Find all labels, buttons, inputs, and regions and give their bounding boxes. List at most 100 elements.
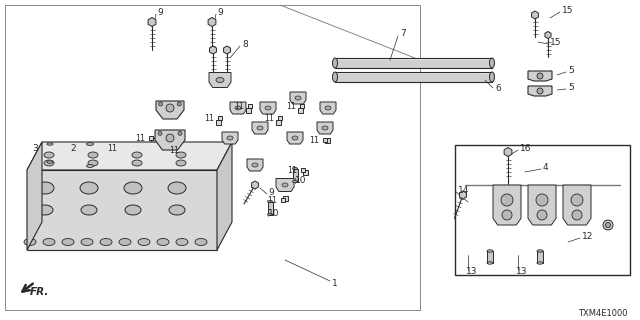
Ellipse shape (490, 58, 495, 68)
Text: 10: 10 (295, 175, 307, 185)
Text: 15: 15 (562, 5, 573, 14)
Bar (281, 198, 285, 202)
Text: 8: 8 (242, 39, 248, 49)
Polygon shape (528, 86, 552, 96)
Bar (487, 251, 493, 263)
Ellipse shape (268, 201, 273, 203)
Text: 5: 5 (568, 83, 573, 92)
Ellipse shape (124, 182, 142, 194)
Bar (148, 136, 153, 140)
Polygon shape (27, 142, 232, 170)
Bar (282, 196, 287, 201)
Ellipse shape (537, 262, 543, 264)
Circle shape (571, 194, 583, 206)
Bar (121, 146, 125, 150)
Bar (303, 170, 307, 174)
Bar (278, 116, 282, 120)
Ellipse shape (132, 152, 142, 158)
Polygon shape (504, 148, 512, 156)
Text: 9: 9 (268, 188, 274, 196)
Polygon shape (27, 142, 42, 250)
Polygon shape (148, 18, 156, 27)
Ellipse shape (168, 182, 186, 194)
Bar (537, 251, 543, 263)
Text: 12: 12 (582, 231, 593, 241)
Polygon shape (252, 122, 268, 134)
Text: 11: 11 (287, 165, 297, 174)
Bar (292, 169, 298, 181)
Polygon shape (317, 122, 333, 134)
Bar (122, 146, 127, 150)
Ellipse shape (322, 126, 328, 130)
Text: 1: 1 (332, 278, 338, 287)
Circle shape (177, 102, 181, 106)
Bar (132, 145, 148, 167)
Ellipse shape (86, 143, 93, 145)
Polygon shape (528, 71, 552, 81)
Ellipse shape (282, 183, 288, 187)
Ellipse shape (62, 238, 74, 245)
Bar (275, 119, 280, 124)
Ellipse shape (268, 213, 273, 215)
Bar (335, 72, 492, 82)
Bar (246, 108, 250, 113)
Bar (176, 145, 192, 167)
Circle shape (572, 210, 582, 220)
Ellipse shape (265, 106, 271, 110)
Bar (300, 104, 304, 108)
Polygon shape (290, 92, 306, 104)
Ellipse shape (292, 180, 298, 182)
Polygon shape (217, 142, 232, 250)
Text: 11: 11 (135, 133, 145, 142)
Text: 11: 11 (264, 114, 274, 123)
Ellipse shape (333, 58, 337, 68)
Ellipse shape (86, 164, 93, 167)
Ellipse shape (44, 160, 54, 166)
Ellipse shape (36, 182, 54, 194)
Text: 11: 11 (204, 114, 214, 123)
Bar (47, 144, 53, 162)
Ellipse shape (37, 205, 53, 215)
Bar (28, 222, 41, 238)
Circle shape (166, 104, 174, 112)
Bar (218, 116, 222, 120)
Text: FR.: FR. (30, 287, 49, 297)
Circle shape (603, 220, 613, 230)
Ellipse shape (157, 238, 169, 245)
Bar (248, 104, 252, 108)
Polygon shape (27, 170, 217, 250)
Circle shape (537, 73, 543, 79)
Bar (28, 178, 41, 194)
Text: 5: 5 (568, 66, 573, 75)
Circle shape (537, 210, 547, 220)
Ellipse shape (43, 238, 55, 245)
Text: 11: 11 (286, 101, 296, 110)
Ellipse shape (80, 182, 98, 194)
Ellipse shape (81, 205, 97, 215)
Ellipse shape (176, 238, 188, 245)
Text: 9: 9 (157, 7, 163, 17)
Circle shape (178, 131, 182, 135)
Circle shape (605, 222, 611, 228)
Text: 14: 14 (458, 186, 469, 195)
Ellipse shape (537, 250, 543, 252)
Bar (324, 138, 330, 142)
Text: 10: 10 (268, 209, 280, 218)
Ellipse shape (292, 167, 298, 170)
Circle shape (536, 194, 548, 206)
Polygon shape (209, 46, 216, 54)
Text: 11: 11 (107, 143, 117, 153)
Text: 13: 13 (516, 268, 527, 276)
Polygon shape (287, 132, 303, 144)
Polygon shape (252, 181, 259, 189)
Circle shape (158, 131, 162, 135)
Circle shape (502, 210, 512, 220)
Ellipse shape (88, 160, 98, 166)
Circle shape (537, 88, 543, 94)
Ellipse shape (100, 238, 112, 245)
Ellipse shape (195, 238, 207, 245)
Ellipse shape (216, 77, 224, 83)
Polygon shape (156, 101, 184, 119)
Polygon shape (155, 130, 185, 150)
Circle shape (159, 102, 163, 106)
